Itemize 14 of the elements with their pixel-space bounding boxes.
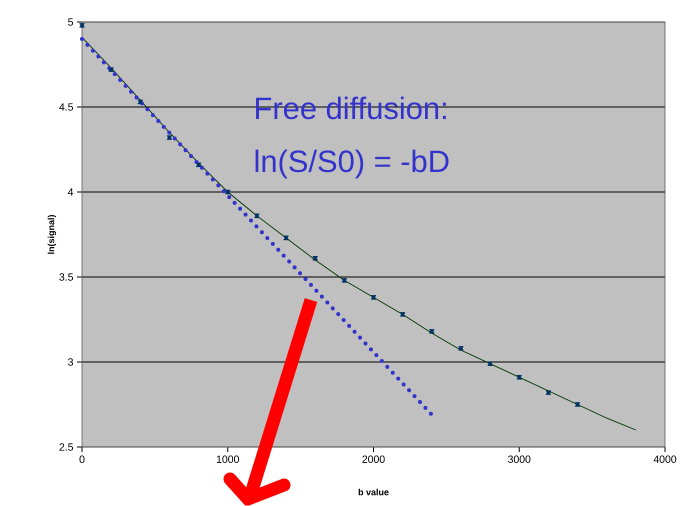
y-tick-label: 4 [68,188,74,196]
x-tick-label: 3000 [508,456,530,464]
y-tick-label: 3.5 [59,274,74,281]
x-axis-title: b value [358,489,389,496]
y-axis-title: ln(signal) [48,215,56,254]
x-tick-label: 4000 [654,456,676,464]
y-tick-label: 5 [68,18,74,26]
x-tick-label: 0 [80,456,84,464]
y-tick-label: 2.5 [59,444,74,451]
x-tick-label: 2000 [362,456,385,464]
y-tick-label: 3 [68,358,74,366]
annotation: ln(S/S0) = -bD [256,150,449,179]
x-tick-label: 1000 [216,456,239,464]
y-tick-label: 4.5 [59,104,74,111]
